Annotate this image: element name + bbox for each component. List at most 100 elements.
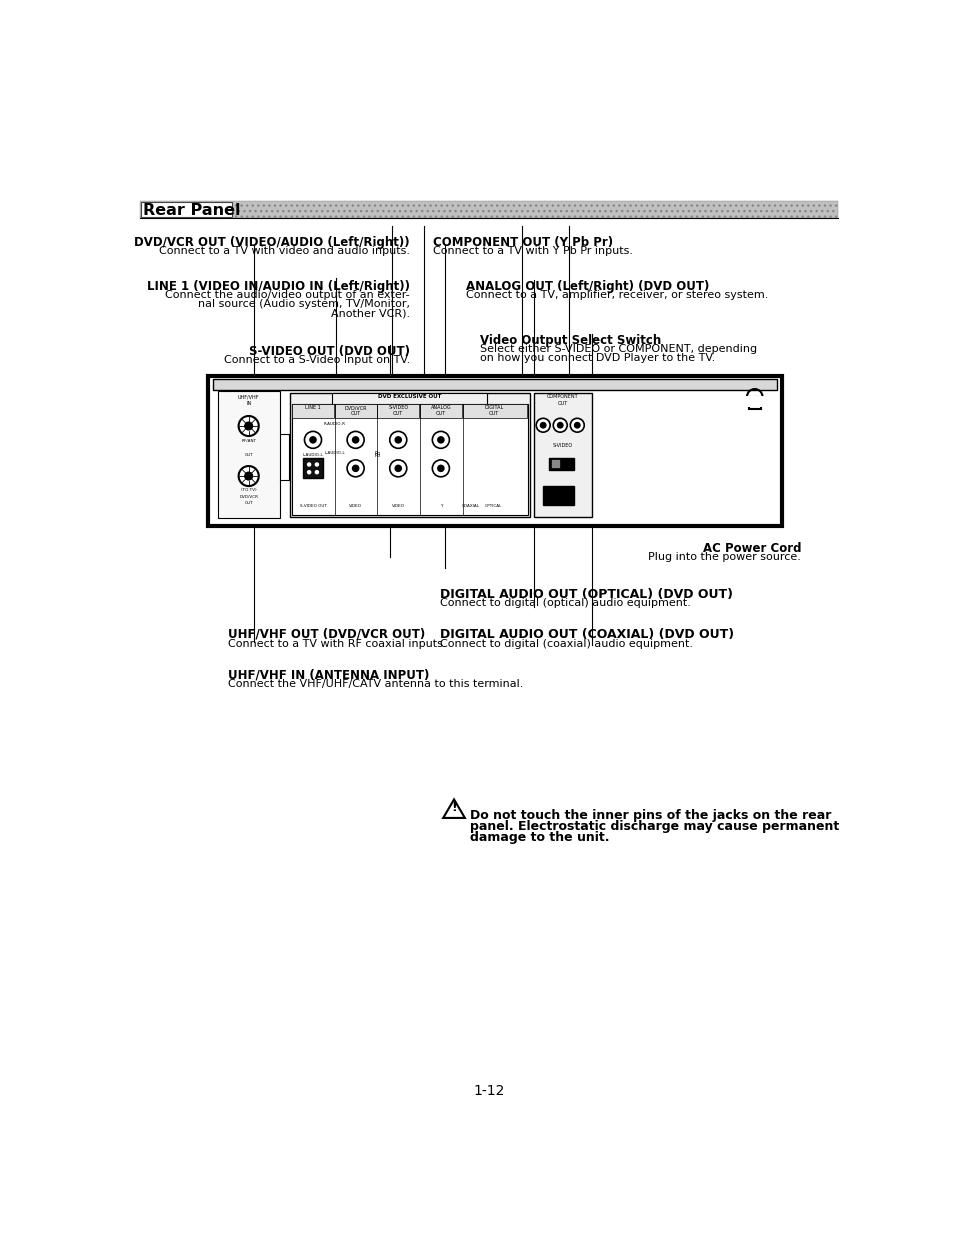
Text: Connect the audio/video output of an exter-: Connect the audio/video output of an ext… [165,290,410,300]
Text: Video Output Select Switch: Video Output Select Switch [479,334,660,347]
Text: Connect to a TV, amplifier, receiver, or stereo system.: Connect to a TV, amplifier, receiver, or… [466,290,768,300]
Text: S-VIDEO OUT: S-VIDEO OUT [299,503,326,507]
Bar [208,376,781,526]
Text: RF/ANT: RF/ANT [241,439,256,443]
Text: DIGITAL AUDIO OUT (OPTICAL) (DVD OUT): DIGITAL AUDIO OUT (OPTICAL) (DVD OUT) [439,588,732,600]
Text: AC Power Cord: AC Power Cord [702,542,801,554]
Bar [332,393,487,404]
Text: COAXIAL: COAXIAL [461,503,478,507]
Circle shape [304,460,321,477]
Text: DIGITAL AUDIO OUT (COAXIAL) (DVD OUT): DIGITAL AUDIO OUT (COAXIAL) (DVD OUT) [439,627,734,641]
Text: L-AUDIO-L: L-AUDIO-L [324,450,345,455]
Circle shape [347,432,364,449]
Circle shape [395,465,401,471]
Text: UHF/VHF IN (ANTENNA INPUT): UHF/VHF IN (ANTENNA INPUT) [228,668,429,682]
Text: OUT: OUT [244,501,253,505]
Circle shape [307,463,311,466]
Circle shape [540,423,545,428]
Circle shape [245,422,253,430]
Circle shape [390,460,406,477]
Bar [419,404,461,418]
Circle shape [315,471,318,474]
Text: UHF/VHF OUT (DVD/VCR OUT): UHF/VHF OUT (DVD/VCR OUT) [228,627,424,641]
Text: OUT: OUT [436,412,446,417]
Text: damage to the unit.: damage to the unit. [469,831,608,844]
Text: LINE 1: LINE 1 [305,405,320,410]
Text: OPTICAL: OPTICAL [484,503,501,507]
Text: Do not touch the inner pins of the jacks on the rear: Do not touch the inner pins of the jacks… [469,810,830,822]
Text: OUT: OUT [350,412,360,417]
Circle shape [437,436,443,443]
Text: 1-12: 1-12 [473,1084,504,1099]
Circle shape [437,465,443,471]
Circle shape [574,423,579,428]
Bar [213,379,777,389]
Text: (TO TV): (TO TV) [240,489,256,492]
Text: VIDEO: VIDEO [349,503,362,507]
Bar [141,202,233,217]
Text: Connect to a TV with RF coaxial inputs.: Connect to a TV with RF coaxial inputs. [228,639,446,649]
Circle shape [353,436,358,443]
Text: Select either S-VIDEO or COMPONENT, depending: Select either S-VIDEO or COMPONENT, depe… [479,343,756,353]
Text: IN: IN [246,401,251,405]
Text: OUT: OUT [557,401,567,405]
Text: Another VCR).: Another VCR). [331,309,410,319]
Text: R-AUDIO-R: R-AUDIO-R [323,422,345,427]
Circle shape [553,418,567,433]
Circle shape [353,465,358,471]
Circle shape [245,472,253,480]
Text: nal source (Audio system, TV/Monitor,: nal source (Audio system, TV/Monitor, [197,299,410,309]
Bar [217,392,279,518]
Bar [377,404,418,418]
Bar [140,201,837,218]
Text: DIGITAL
OUT: DIGITAL OUT [484,405,503,415]
Text: Connect to digital (optical) audio equipment.: Connect to digital (optical) audio equip… [439,599,690,609]
Bar [303,459,323,479]
Text: ANALOG: ANALOG [430,405,451,410]
Circle shape [347,460,364,477]
Circle shape [536,418,550,433]
Bar [292,404,334,418]
Text: OUT: OUT [393,412,403,417]
Circle shape [238,415,258,436]
Text: on how you connect DVD Player to the TV.: on how you connect DVD Player to the TV. [479,353,714,363]
Text: Connect to a TV with Y Pb Pr inputs.: Connect to a TV with Y Pb Pr inputs. [433,246,633,255]
Bar [292,404,527,515]
Bar [748,397,760,409]
Text: LINE 1 (VIDEO IN/AUDIO IN (Left/Right)): LINE 1 (VIDEO IN/AUDIO IN (Left/Right)) [147,280,410,293]
Text: L-AUDIO-L: L-AUDIO-L [302,453,323,458]
Circle shape [570,418,583,433]
Circle shape [432,460,449,477]
Text: Plug into the power source.: Plug into the power source. [648,552,801,562]
Circle shape [238,466,258,486]
Bar [534,393,592,517]
Bar [462,404,526,418]
Bar [550,459,559,469]
Circle shape [557,423,562,428]
Bar [744,396,763,407]
Circle shape [315,463,318,466]
Text: Pb: Pb [374,450,380,455]
Circle shape [304,432,321,449]
Text: S-VIDEO OUT (DVD OUT): S-VIDEO OUT (DVD OUT) [249,345,410,358]
Text: Connect to digital (coaxial) audio equipment.: Connect to digital (coaxial) audio equip… [439,639,693,649]
Text: DVD EXCLUSIVE OUT: DVD EXCLUSIVE OUT [377,393,441,399]
Text: S-VIDEO: S-VIDEO [552,443,572,448]
Polygon shape [443,800,464,818]
Text: DVD/VCR: DVD/VCR [344,405,367,410]
Bar [290,393,530,517]
Text: COMPONENT: COMPONENT [546,394,578,399]
Text: DVD/VCR: DVD/VCR [239,495,258,498]
Bar [140,201,837,218]
Text: COMPONENT OUT (Y Pb Pr): COMPONENT OUT (Y Pb Pr) [433,236,613,249]
Circle shape [307,471,311,474]
Circle shape [395,436,401,443]
Text: Pb: Pb [374,453,380,458]
Text: UHF/VHF: UHF/VHF [237,394,259,399]
Text: VIDEO: VIDEO [392,503,404,507]
Text: ANALOG OUT (Left/Right) (DVD OUT): ANALOG OUT (Left/Right) (DVD OUT) [466,280,709,293]
Bar [542,486,574,506]
Circle shape [432,432,449,449]
Text: Connect to a S-Video Input on TV.: Connect to a S-Video Input on TV. [223,355,410,365]
Text: !: ! [451,801,456,815]
